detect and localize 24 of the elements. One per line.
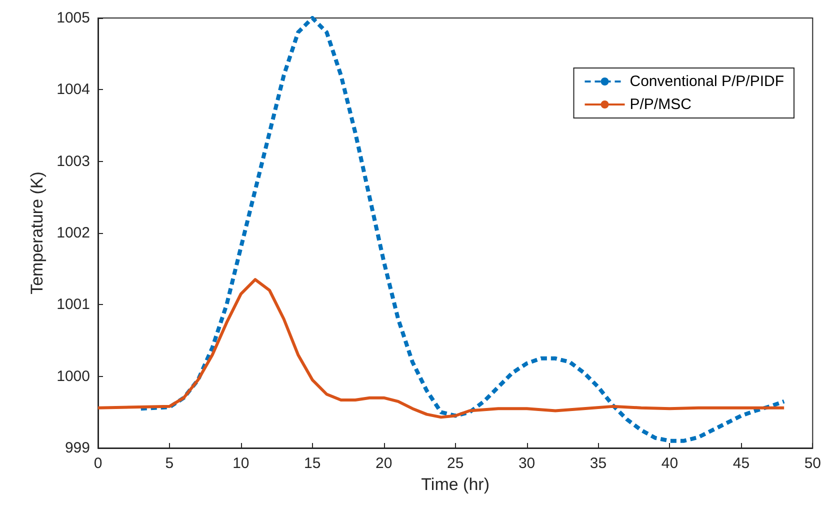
x-tick-label: 45 [732, 455, 750, 472]
x-tick-label: 5 [165, 455, 174, 472]
y-tick-label: 1005 [56, 10, 90, 26]
x-tick-label: 25 [446, 455, 464, 472]
x-tick-label: 20 [376, 455, 392, 472]
y-tick-label: 1000 [56, 368, 90, 385]
y-tick-label: 1001 [56, 296, 90, 314]
line-series [96, 278, 786, 419]
x-tick-label: 0 [94, 455, 102, 472]
x-tick-label: 40 [661, 455, 678, 472]
legend-label: Conventional P/P/PIDF [630, 73, 784, 90]
legend-label: P/P/MSC [630, 96, 692, 113]
y-tick-label: 1002 [56, 224, 90, 242]
x-tick-label: 10 [232, 455, 250, 472]
y-axis-title: Temperature (K) [28, 172, 47, 294]
y-tick-label: 999 [64, 440, 90, 456]
x-axis-title: Time (hr) [421, 475, 490, 494]
y-tick-label: 1004 [56, 81, 90, 98]
x-tick-label: 30 [518, 455, 536, 472]
line-series [138, 16, 786, 443]
x-tick-label: 15 [304, 455, 321, 472]
x-tick-label: 35 [590, 455, 607, 472]
y-tick-label: 1003 [56, 152, 90, 170]
x-tick-label: 50 [804, 455, 821, 472]
